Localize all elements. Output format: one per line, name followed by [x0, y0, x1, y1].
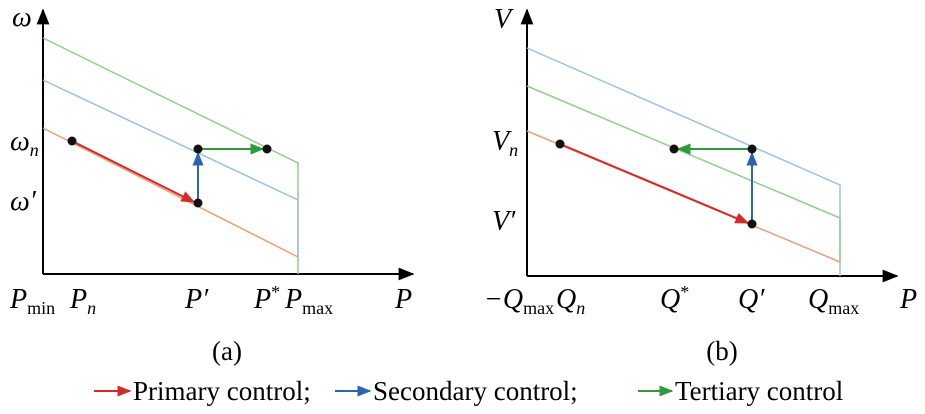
y-label: Vn [492, 126, 518, 160]
label-part: n [576, 298, 585, 318]
label-part: P [69, 284, 87, 315]
legend: Primary control; Secondary control; Tert… [94, 376, 843, 406]
legend-label: Tertiary control [675, 376, 843, 406]
label-part: n [509, 140, 518, 160]
point [67, 136, 77, 146]
point [747, 219, 757, 229]
x-label: Qn [556, 284, 585, 318]
label-part: Q [808, 284, 828, 315]
panel-b: V Vn V′ −Qmax Qn Q* Q′ Qmax P (b) [484, 4, 917, 366]
label-part: ω [10, 126, 30, 157]
x-label: Pmin [9, 284, 55, 318]
label-part: P′ [184, 284, 209, 315]
x-label: Q* [660, 282, 689, 315]
label-part: ω [12, 2, 32, 33]
legend-label: Primary control; [133, 376, 311, 406]
label-part: Q [660, 284, 680, 315]
x-label: P′ [184, 284, 209, 315]
label-part: max [523, 298, 554, 318]
label-part: V [494, 4, 514, 35]
label-part: ω′ [10, 186, 37, 217]
y-label: ωn [10, 126, 39, 160]
label-part: Q′ [738, 284, 765, 315]
tertiary-curve [526, 85, 841, 262]
label-part: max [302, 298, 333, 318]
point [747, 144, 757, 154]
secondary-curve [42, 79, 299, 257]
point [193, 144, 203, 154]
x-label: Qmax [808, 284, 859, 318]
label-part: −Q [484, 284, 523, 315]
label-part: * [271, 282, 280, 302]
y-label: ω′ [10, 186, 37, 217]
primary-curve [42, 127, 299, 258]
points [555, 139, 757, 229]
label-part: V′ [492, 206, 516, 237]
x-label: −Qmax [484, 284, 554, 318]
label-part: P [394, 284, 412, 315]
point [262, 144, 272, 154]
label-part: P [899, 284, 917, 315]
panel-a: ω ωn ω′ Pmin Pn P′ P* Pmax P (a) [9, 2, 415, 366]
tertiary-curve [42, 37, 299, 274]
points [67, 136, 272, 208]
point [669, 144, 679, 154]
x-axis-label: P [899, 284, 917, 315]
label-part: P [9, 284, 27, 315]
y-axis-label: V [494, 4, 514, 35]
label-part: P [253, 284, 271, 315]
label-part: * [680, 282, 689, 302]
x-label: Pmax [284, 284, 333, 318]
x-axis-label: P [394, 284, 412, 315]
label-part: P [284, 284, 302, 315]
legend-label: Secondary control; [373, 376, 578, 406]
label-part: max [828, 298, 859, 318]
primary-arrow [559, 143, 750, 224]
y-axis-label: ω [12, 2, 32, 33]
y-label: V′ [492, 206, 516, 237]
label-part: V [492, 126, 512, 157]
caption: (a) [212, 336, 242, 366]
point [555, 139, 565, 149]
x-label: Q′ [738, 284, 765, 315]
point [193, 198, 203, 208]
label-part: min [27, 298, 55, 318]
x-label: P* [253, 282, 280, 315]
x-label: Pn [69, 284, 96, 318]
primary-arrow [71, 140, 196, 203]
caption: (b) [706, 336, 737, 366]
label-part: n [30, 140, 39, 160]
label-part: Q [556, 284, 576, 315]
label-part: n [87, 298, 96, 318]
